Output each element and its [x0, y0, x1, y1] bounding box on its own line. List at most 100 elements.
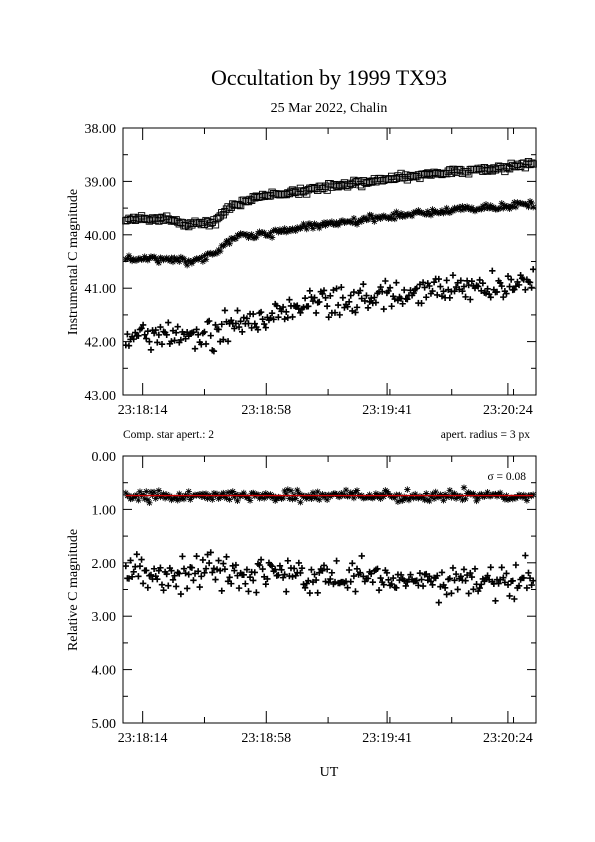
data-point	[163, 491, 170, 498]
top-y-axis-label: Instrumental C magnitude	[66, 189, 81, 335]
data-point	[202, 565, 210, 572]
data-point	[229, 488, 236, 495]
data-point	[301, 584, 309, 591]
data-point	[413, 285, 420, 292]
data-point	[314, 488, 321, 495]
data-point	[500, 205, 507, 212]
bottom-y-axis-label: Relative C magnitude	[66, 529, 81, 651]
data-point	[275, 313, 282, 321]
data-point	[180, 255, 188, 263]
data-point	[511, 595, 518, 603]
data-point	[391, 215, 398, 223]
data-point	[371, 294, 378, 301]
data-point	[226, 496, 233, 503]
data-point	[322, 222, 329, 229]
data-point	[484, 572, 491, 579]
data-point	[279, 494, 287, 502]
data-point	[180, 495, 188, 503]
data-point	[135, 573, 142, 580]
data-point	[462, 495, 469, 502]
data-point	[438, 207, 446, 214]
data-point	[231, 493, 238, 501]
data-point	[448, 590, 455, 597]
bottom-plot-points	[122, 484, 537, 606]
data-point	[397, 571, 405, 579]
data-point	[232, 320, 240, 327]
data-point	[297, 569, 304, 577]
data-point	[301, 295, 309, 302]
data-point	[427, 211, 435, 219]
data-point	[216, 567, 224, 574]
data-point	[454, 586, 461, 593]
data-point	[240, 314, 247, 321]
data-point	[456, 493, 463, 500]
data-point	[223, 553, 230, 561]
data-point	[232, 235, 240, 242]
data-point	[289, 313, 296, 321]
data-point	[250, 577, 257, 584]
data-point	[415, 207, 422, 214]
data-point	[435, 275, 443, 283]
data-point	[383, 569, 391, 577]
data-point	[515, 582, 523, 589]
data-point	[457, 277, 465, 284]
data-point	[303, 225, 310, 233]
data-point	[139, 491, 147, 498]
data-point	[449, 207, 457, 215]
data-point	[253, 589, 260, 596]
data-point	[460, 283, 468, 290]
data-point	[484, 489, 491, 496]
data-point	[220, 489, 227, 497]
data-point	[196, 491, 203, 498]
data-point	[503, 203, 510, 211]
data-point	[234, 307, 241, 314]
data-point	[309, 489, 317, 496]
data-point	[289, 225, 296, 232]
data-point	[138, 556, 145, 563]
data-point	[353, 565, 361, 572]
data-point	[523, 497, 531, 504]
data-point	[174, 255, 181, 263]
data-point	[423, 294, 430, 301]
data-point	[463, 203, 471, 210]
data-point	[350, 494, 358, 502]
data-point	[426, 573, 433, 580]
data-point	[314, 222, 321, 229]
data-point	[336, 311, 343, 319]
data-point	[172, 329, 180, 336]
data-point	[224, 237, 232, 245]
data-point	[262, 581, 269, 588]
data-point	[237, 230, 244, 237]
data-point	[423, 211, 430, 218]
data-point	[207, 549, 214, 556]
series-square	[122, 158, 537, 231]
data-point	[360, 280, 367, 288]
data-point	[267, 229, 274, 236]
data-point	[325, 313, 332, 321]
data-point	[378, 213, 386, 220]
data-point	[138, 325, 145, 332]
data-point	[259, 565, 266, 573]
data-point	[295, 559, 303, 567]
data-point	[174, 497, 181, 504]
data-point	[316, 298, 323, 306]
data-point	[529, 577, 537, 584]
data-point	[143, 488, 150, 495]
data-point	[276, 562, 284, 570]
data-point	[205, 559, 213, 567]
data-point	[504, 581, 512, 588]
data-point	[143, 567, 150, 574]
data-point	[289, 495, 296, 503]
data-point	[298, 564, 306, 572]
data-point	[498, 282, 505, 290]
data-point	[349, 560, 356, 567]
data-point	[380, 493, 387, 500]
data-point	[243, 231, 251, 238]
data-point	[306, 589, 314, 597]
data-point	[429, 287, 436, 295]
data-point	[517, 199, 524, 207]
data-point	[446, 575, 454, 582]
data-point	[377, 495, 384, 502]
data-point	[437, 283, 444, 290]
